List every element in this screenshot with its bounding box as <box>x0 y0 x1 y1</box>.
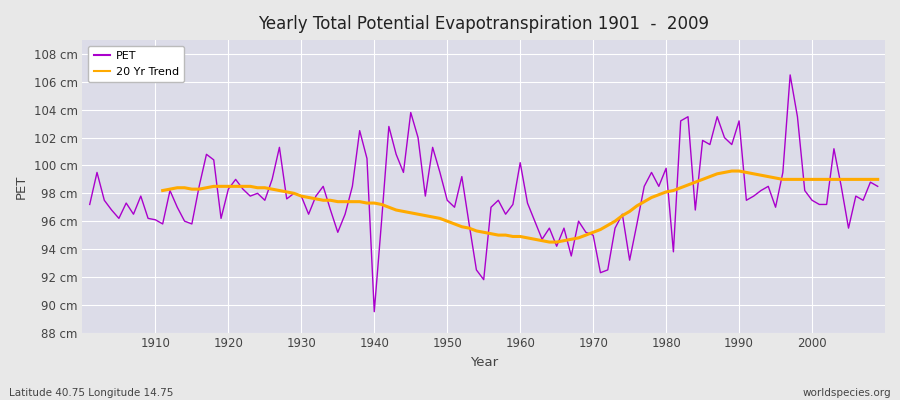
Legend: PET, 20 Yr Trend: PET, 20 Yr Trend <box>88 46 184 82</box>
Text: worldspecies.org: worldspecies.org <box>803 388 891 398</box>
Y-axis label: PET: PET <box>15 174 28 198</box>
X-axis label: Year: Year <box>470 356 498 369</box>
Text: Latitude 40.75 Longitude 14.75: Latitude 40.75 Longitude 14.75 <box>9 388 174 398</box>
Title: Yearly Total Potential Evapotranspiration 1901  -  2009: Yearly Total Potential Evapotranspiratio… <box>258 15 709 33</box>
